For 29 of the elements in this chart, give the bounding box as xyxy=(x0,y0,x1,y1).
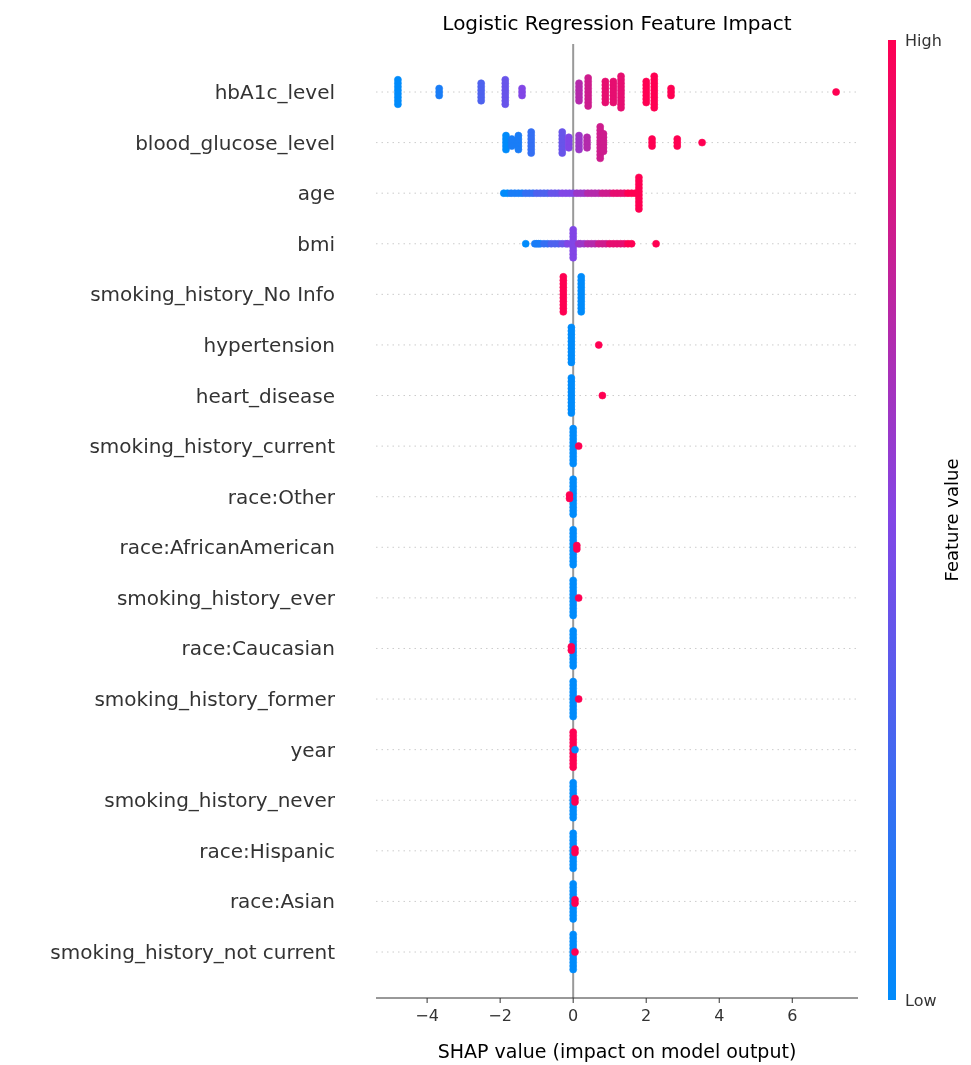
y-tick-label: blood_glucose_level xyxy=(135,130,335,155)
x-tick-label: −2 xyxy=(488,1006,512,1025)
y-tick-label: bmi xyxy=(297,231,335,256)
y-tick-label: race:Hispanic xyxy=(199,838,335,863)
chart-title: Logistic Regression Feature Impact xyxy=(442,11,792,35)
y-tick-label: race:Asian xyxy=(229,889,335,914)
color-bar-label: Low xyxy=(905,990,937,1010)
y-tick-label: hypertension xyxy=(203,332,335,357)
y-tick-label: race:Other xyxy=(227,484,336,509)
x-tick-label: 2 xyxy=(641,1006,652,1025)
y-tick-label: smoking_history_No Info xyxy=(90,282,335,307)
y-tick-label: hbA1c_level xyxy=(214,80,335,104)
x-tick-label: −4 xyxy=(415,1006,439,1025)
y-tick-label: year xyxy=(290,737,336,762)
y-tick-label: race:AfricanAmerican xyxy=(119,535,335,560)
x-axis-title: SHAP value (impact on model output) xyxy=(437,1040,797,1062)
color-bar-title: Feature value xyxy=(941,458,962,582)
y-tick-label: age xyxy=(297,181,335,206)
x-tick-label: 4 xyxy=(714,1006,725,1025)
y-tick-label: smoking_history_former xyxy=(94,687,336,712)
y-tick-label: smoking_history_never xyxy=(104,788,336,813)
y-tick-label: smoking_history_current xyxy=(89,434,336,459)
x-tick-label: 6 xyxy=(787,1006,798,1025)
x-tick-label: 0 xyxy=(568,1006,579,1025)
color-bar-label: High xyxy=(905,30,942,50)
y-tick-label: smoking_history_ever xyxy=(116,585,336,610)
y-tick-label: smoking_history_not current xyxy=(50,940,336,964)
y-tick-label: race:Caucasian xyxy=(181,636,335,661)
y-tick-label: heart_disease xyxy=(195,383,335,408)
